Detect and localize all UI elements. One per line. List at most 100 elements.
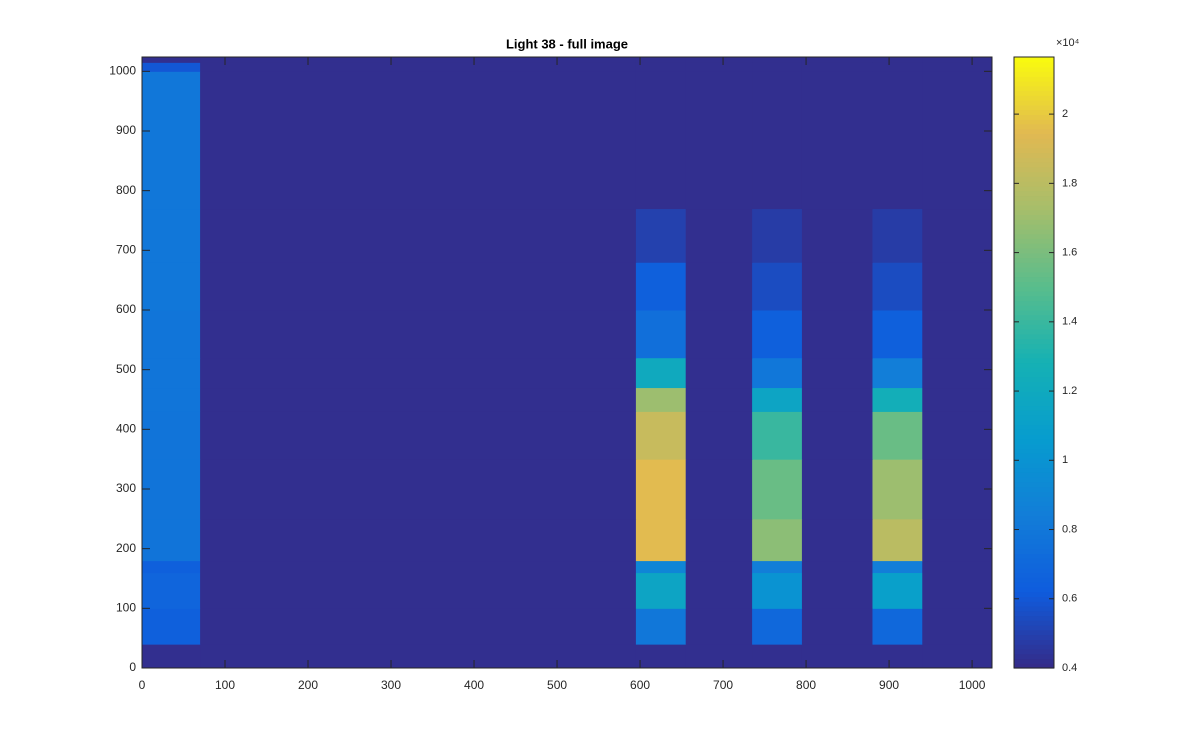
y-tick-label: 700 bbox=[116, 242, 136, 256]
heatmap-cell bbox=[142, 309, 201, 359]
colorbar-swatch bbox=[1014, 381, 1054, 387]
heatmap-cell bbox=[685, 208, 753, 263]
colorbar-swatch bbox=[1014, 162, 1054, 168]
colorbar-swatch bbox=[1014, 462, 1054, 469]
heatmap-cell bbox=[872, 560, 923, 574]
heatmap-cell bbox=[801, 208, 873, 263]
colorbar-swatch bbox=[1014, 228, 1054, 235]
colorbar-swatch bbox=[1014, 634, 1054, 640]
heatmap-cell bbox=[685, 309, 753, 359]
y-tick-label: 800 bbox=[116, 183, 136, 197]
heatmap-cell bbox=[801, 309, 873, 359]
x-tick-label: 600 bbox=[630, 678, 650, 692]
colorbar-swatch bbox=[1014, 314, 1054, 321]
heatmap-cell bbox=[685, 57, 753, 63]
colorbar-swatch bbox=[1014, 362, 1054, 368]
heatmap-cell bbox=[922, 71, 993, 210]
chart-title: Light 38 - full image bbox=[506, 36, 628, 51]
heatmap-cell bbox=[200, 608, 637, 645]
colorbar-swatch bbox=[1014, 247, 1054, 254]
colorbar-swatch bbox=[1014, 109, 1054, 115]
colorbar-swatch bbox=[1014, 147, 1054, 154]
colorbar-swatch bbox=[1014, 610, 1054, 617]
heatmap-cell bbox=[685, 459, 753, 520]
colorbar-swatch bbox=[1014, 605, 1054, 612]
y-tick-label: 0 bbox=[129, 660, 136, 674]
heatmap-cell bbox=[200, 262, 637, 311]
colorbar-swatch bbox=[1014, 391, 1054, 397]
heatmap-cell bbox=[685, 71, 753, 210]
heatmap-cell bbox=[872, 262, 923, 311]
heatmap-cell bbox=[142, 57, 201, 63]
heatmap-cell bbox=[685, 357, 753, 389]
x-tick-label: 400 bbox=[464, 678, 484, 692]
colorbar-swatch bbox=[1014, 357, 1054, 364]
colorbar-swatch bbox=[1014, 233, 1054, 239]
heatmap-cell bbox=[752, 411, 803, 460]
y-tick-label: 600 bbox=[116, 302, 136, 316]
heatmap-cell bbox=[872, 57, 923, 63]
colorbar-swatch bbox=[1014, 142, 1054, 149]
colorbar-swatch bbox=[1014, 625, 1054, 631]
colorbar-swatch bbox=[1014, 553, 1054, 559]
heatmap-cell bbox=[801, 71, 873, 210]
colorbar-swatch bbox=[1014, 448, 1054, 454]
colorbar-swatch bbox=[1014, 524, 1054, 531]
heatmap-cell bbox=[635, 57, 687, 63]
colorbar-swatch bbox=[1014, 486, 1054, 492]
heatmap-cell bbox=[922, 309, 993, 359]
x-tick-label: 1000 bbox=[959, 678, 986, 692]
x-tick-label: 100 bbox=[215, 678, 235, 692]
heatmap-cell bbox=[635, 608, 687, 645]
colorbar-swatch bbox=[1014, 257, 1054, 263]
heatmap-cell bbox=[801, 62, 873, 72]
colorbar-swatch bbox=[1014, 290, 1054, 297]
heatmap-cell bbox=[635, 262, 687, 311]
heatmap-cell bbox=[200, 387, 637, 412]
heatmap-cell bbox=[872, 208, 923, 263]
colorbar-swatch bbox=[1014, 467, 1054, 473]
heatmap-cell bbox=[752, 459, 803, 520]
heatmap-cell bbox=[922, 57, 993, 63]
heatmap-cell bbox=[801, 572, 873, 609]
colorbar-tick-label: 0.4 bbox=[1062, 662, 1077, 674]
heatmap-cell bbox=[142, 208, 201, 263]
x-tick-label: 900 bbox=[879, 678, 899, 692]
colorbar-swatch bbox=[1014, 123, 1054, 130]
colorbar-swatch bbox=[1014, 219, 1054, 225]
heatmap-cell bbox=[872, 608, 923, 645]
colorbar-swatch bbox=[1014, 305, 1054, 311]
colorbar-swatch bbox=[1014, 338, 1054, 345]
heatmap-cell bbox=[685, 608, 753, 645]
heatmap-cell bbox=[200, 208, 637, 263]
heatmap-cell bbox=[801, 411, 873, 460]
heatmap-cell bbox=[200, 572, 637, 609]
heatmap-cell bbox=[200, 459, 637, 520]
y-tick-label: 1000 bbox=[109, 63, 136, 77]
colorbar-swatch bbox=[1014, 567, 1054, 574]
colorbar-tick-label: 0.8 bbox=[1062, 523, 1077, 535]
heatmap-cell bbox=[635, 71, 687, 210]
colorbar-swatch bbox=[1014, 419, 1054, 426]
heatmap-cell bbox=[922, 208, 993, 263]
colorbar-swatch bbox=[1014, 395, 1054, 402]
heatmap-cell bbox=[635, 560, 687, 574]
heatmap-cell bbox=[872, 644, 923, 669]
colorbar-swatch bbox=[1014, 601, 1054, 607]
colorbar-swatch bbox=[1014, 66, 1054, 72]
heatmap-cell bbox=[872, 518, 923, 562]
colorbar-swatch bbox=[1014, 128, 1054, 134]
colorbar-swatch bbox=[1014, 176, 1054, 182]
colorbar-swatch bbox=[1014, 181, 1054, 187]
colorbar-swatch bbox=[1014, 591, 1054, 597]
colorbar-swatch bbox=[1014, 529, 1054, 535]
heatmap-cell bbox=[922, 560, 993, 574]
colorbar-swatch bbox=[1014, 520, 1054, 526]
heatmap-cell bbox=[801, 644, 873, 669]
colorbar-swatch bbox=[1014, 453, 1054, 459]
colorbar-box bbox=[1013, 56, 1055, 669]
heatmap-cell bbox=[752, 62, 803, 72]
heatmap-cell bbox=[801, 459, 873, 520]
heatmap-cell bbox=[801, 262, 873, 311]
